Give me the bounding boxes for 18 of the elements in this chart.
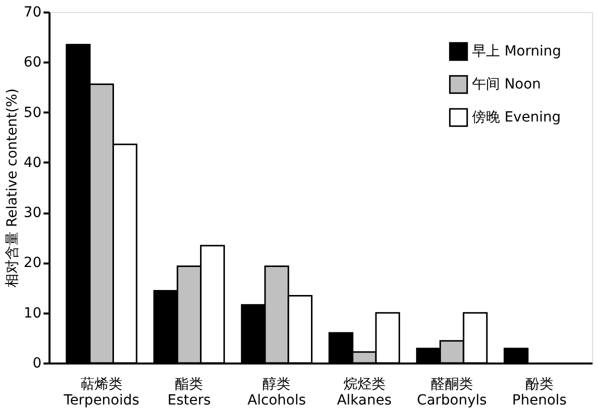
legend-label: 午间 Noon [472,76,541,92]
y-tick-label: 20 [24,255,42,272]
y-tick-label: 0 [32,356,42,372]
legend-label: 早上 Morning [472,44,562,60]
legend-label: 傍晚 Evening [472,110,561,126]
x-tick-label: 酯类 Esters [167,376,211,408]
x-tick-label: 醛酮类 Carbonyls [416,376,487,408]
y-tick-label: 60 [24,54,42,71]
y-tick-label: 50 [24,104,42,121]
x-tick-label: 烷烃类 Alkanes [336,376,392,408]
x-tick-label: 醇类 Alcohols [248,376,306,408]
y-tick-label: 30 [24,205,42,222]
x-tick-label: 酚类 Phenols [512,376,567,408]
y-tick-label: 40 [24,154,42,171]
y-tick-label: 70 [24,4,42,20]
x-tick-label: 萜烯类 Terpenoids [62,376,140,408]
y-tick-label: 10 [24,305,42,322]
y-axis-title: 相对含量 Relative content(%) [4,88,21,288]
